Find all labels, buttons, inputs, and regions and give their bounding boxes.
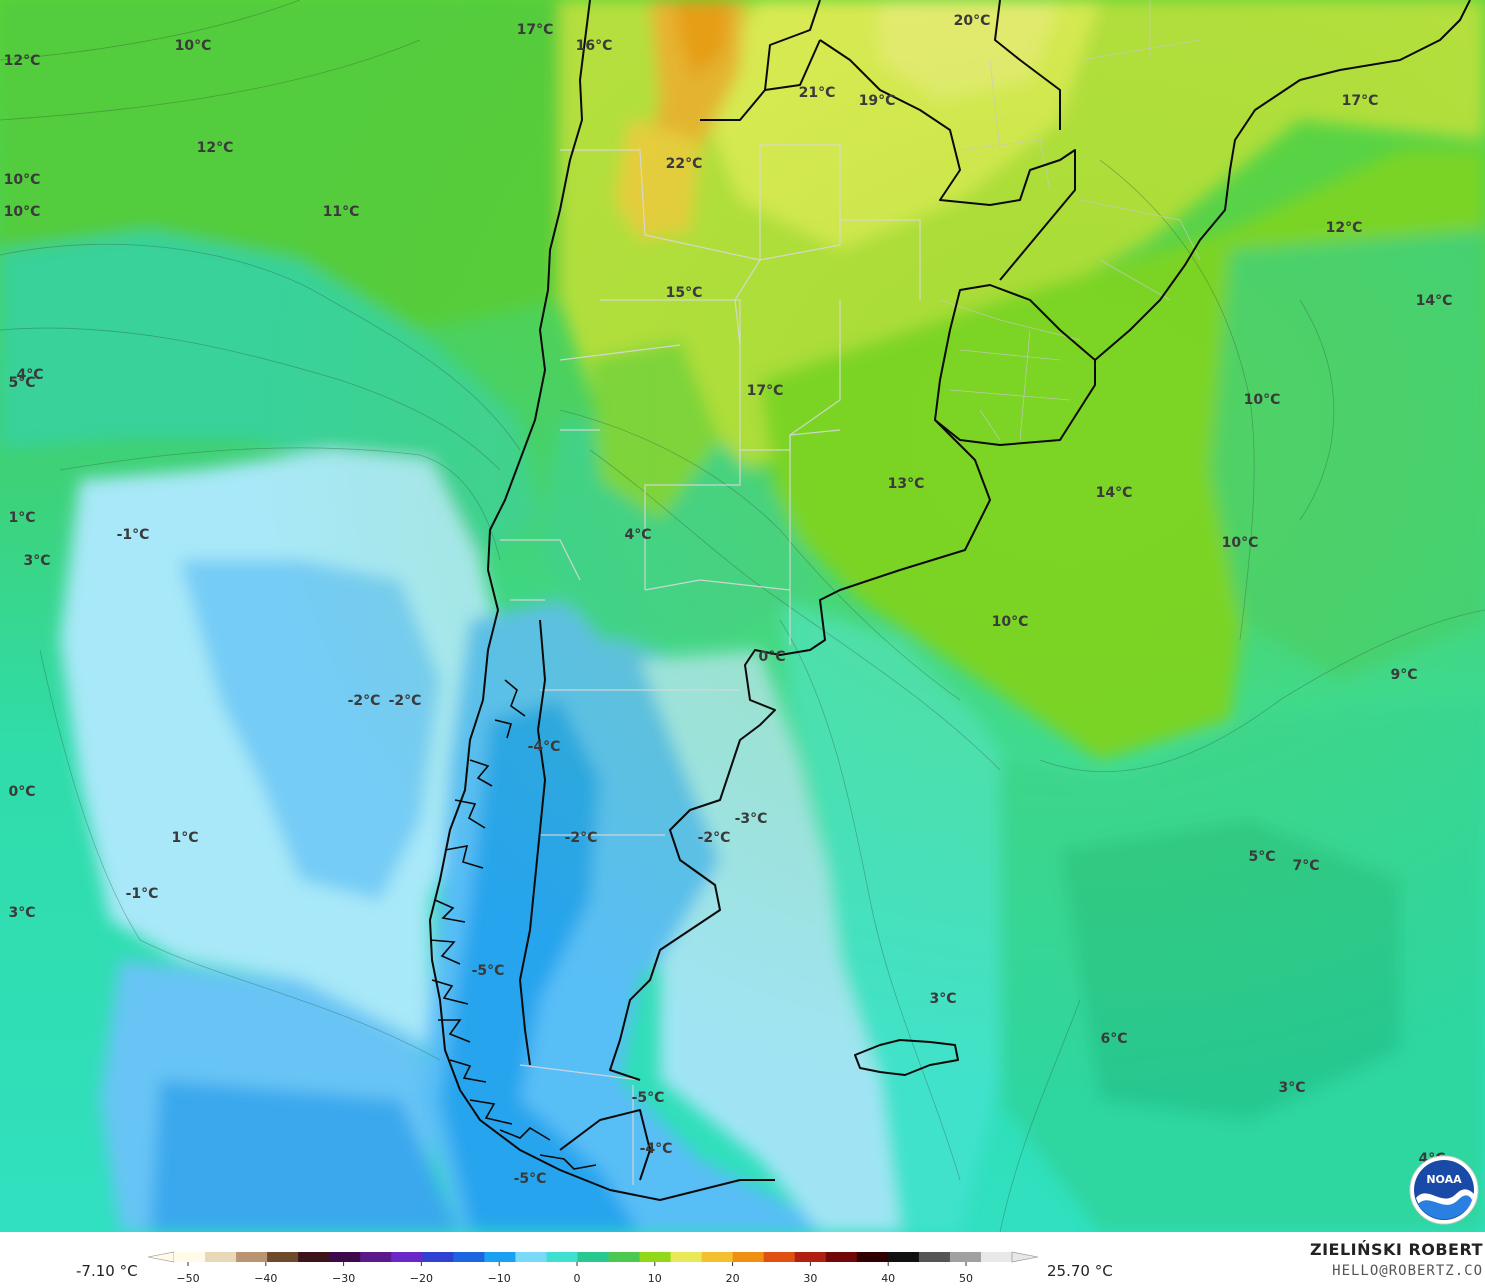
temperature-label: -5°C bbox=[472, 963, 505, 979]
temperature-label: 17°C bbox=[1342, 93, 1379, 109]
temperature-label: 19°C bbox=[859, 93, 896, 109]
color-scale-segment bbox=[577, 1252, 610, 1262]
temperature-label: 5°C bbox=[1248, 849, 1275, 865]
color-scale-segment bbox=[701, 1252, 734, 1262]
color-scale-tick-label: −10 bbox=[488, 1272, 511, 1285]
temperature-label: -4°C bbox=[528, 739, 561, 755]
temperature-label: 9°C bbox=[1390, 667, 1417, 683]
temperature-label: 0°C bbox=[758, 649, 785, 665]
color-scale-tick-label: −40 bbox=[254, 1272, 277, 1285]
temperature-label: 21°C bbox=[799, 85, 836, 101]
color-scale-segment bbox=[949, 1252, 982, 1262]
temperature-label: 12°C bbox=[4, 53, 41, 69]
temperature-label: -2°C bbox=[698, 830, 731, 846]
temperature-label: 7°C bbox=[1292, 858, 1319, 874]
color-scale-segment bbox=[298, 1252, 330, 1262]
temperature-label: 11°C bbox=[323, 204, 360, 220]
temperature-label: 4°C bbox=[16, 367, 43, 383]
temperature-label: 3°C bbox=[8, 905, 35, 921]
color-scale-tick-label: −30 bbox=[332, 1272, 355, 1285]
color-scale-segment bbox=[453, 1252, 485, 1262]
color-scale-segment bbox=[794, 1252, 827, 1262]
color-scale-segment bbox=[205, 1252, 237, 1262]
color-scale-min-arrow bbox=[148, 1251, 175, 1263]
temperature-label: 1°C bbox=[171, 830, 198, 846]
temperature-label: 3°C bbox=[1278, 1080, 1305, 1096]
temperature-label: 17°C bbox=[747, 383, 784, 399]
color-scale-tick-label: 40 bbox=[881, 1272, 895, 1285]
temperature-labels: 17°C 16°C 20°C 10°C 12°C 21°C 19°C 17°C 12°C 22°C… bbox=[4, 13, 1453, 1187]
temperature-label: -1°C bbox=[126, 886, 159, 902]
temperature-label: 10°C bbox=[1222, 535, 1259, 551]
temperature-label: 20°C bbox=[954, 13, 991, 29]
color-scale-tick-label: 10 bbox=[648, 1272, 662, 1285]
color-scale-segment bbox=[267, 1252, 299, 1262]
color-scale-segment bbox=[360, 1252, 392, 1262]
temperature-label: 13°C bbox=[888, 476, 925, 492]
legend-footer: -7.10 °C −50 −40 −30 −20 −10 0 10 20 30 40 50 25.7… bbox=[0, 1232, 1485, 1287]
color-scale-segment bbox=[918, 1252, 951, 1262]
color-scale-segment bbox=[608, 1252, 641, 1262]
color-scale-segment bbox=[515, 1252, 547, 1262]
temperature-label: 10°C bbox=[4, 204, 41, 220]
temperature-label: 14°C bbox=[1096, 485, 1133, 501]
color-scale-segment bbox=[174, 1252, 206, 1262]
temperature-label: -5°C bbox=[632, 1090, 665, 1106]
temperature-label: 12°C bbox=[1326, 220, 1363, 236]
color-scale-segment bbox=[484, 1252, 516, 1262]
color-scale-segment bbox=[980, 1252, 1013, 1262]
temperature-label: 4°C bbox=[624, 527, 651, 543]
color-scale-segment bbox=[825, 1252, 858, 1262]
temperature-label: 10°C bbox=[4, 172, 41, 188]
color-scale-tick-label: −50 bbox=[176, 1272, 199, 1285]
temperature-label: 10°C bbox=[175, 38, 212, 54]
temperature-label: 1°C bbox=[8, 510, 35, 526]
color-scale-bar: −50 −40 −30 −20 −10 0 10 20 30 40 50 bbox=[148, 1251, 1039, 1285]
color-scale-segment bbox=[391, 1252, 423, 1262]
temperature-label: 5°C bbox=[8, 375, 35, 391]
temperature-label: -3°C bbox=[735, 811, 768, 827]
temperature-label: 0°C bbox=[8, 784, 35, 800]
temperature-label: -2°C bbox=[389, 693, 422, 709]
color-scale-segment bbox=[763, 1252, 796, 1262]
noaa-logo-text: NOAA bbox=[1426, 1173, 1462, 1186]
legend-max-value: 25.70 °C bbox=[1047, 1262, 1113, 1280]
color-scale-tick-label: −20 bbox=[410, 1272, 433, 1285]
legend-min-value: -7.10 °C bbox=[76, 1262, 138, 1280]
color-scale-segment bbox=[856, 1252, 889, 1262]
temperature-label: 16°C bbox=[576, 38, 613, 54]
temperature-label: 3°C bbox=[929, 991, 956, 1007]
temperature-label: 10°C bbox=[1244, 392, 1281, 408]
temperature-label: 3°C bbox=[23, 553, 50, 569]
color-scale-segment bbox=[732, 1252, 765, 1262]
temperature-label: -5°C bbox=[514, 1171, 547, 1187]
color-scale-segment bbox=[639, 1252, 672, 1262]
color-scale-segment bbox=[670, 1252, 703, 1262]
author-email: HELLO@ROBERTZ.CO bbox=[1332, 1263, 1483, 1279]
color-scale-segment bbox=[422, 1252, 454, 1262]
temperature-label: 10°C bbox=[992, 614, 1029, 630]
color-scale-tick-label: 50 bbox=[959, 1272, 973, 1285]
author-name: ZIELIŃSKI ROBERT bbox=[1309, 1240, 1483, 1259]
temperature-label: 17°C bbox=[517, 22, 554, 38]
temperature-label: 12°C bbox=[197, 140, 234, 156]
color-scale-segment bbox=[887, 1252, 920, 1262]
color-scale-segment bbox=[236, 1252, 268, 1262]
temperature-label: 22°C bbox=[666, 156, 703, 172]
color-scale-tick-label: 20 bbox=[726, 1272, 740, 1285]
temperature-label: -2°C bbox=[348, 693, 381, 709]
noaa-logo-icon: NOAA bbox=[1408, 1154, 1480, 1226]
color-scale-segment bbox=[329, 1252, 361, 1262]
color-scale-tick-label: 0 bbox=[574, 1272, 581, 1285]
temperature-label: 14°C bbox=[1416, 293, 1453, 309]
temperature-label: -2°C bbox=[565, 830, 598, 846]
color-scale-tick-label: 30 bbox=[803, 1272, 817, 1285]
color-scale-max-arrow bbox=[1011, 1251, 1039, 1263]
temperature-label: 6°C bbox=[1100, 1031, 1127, 1047]
color-scale-segment bbox=[546, 1252, 578, 1262]
temperature-label: -4°C bbox=[640, 1141, 673, 1157]
temperature-label: -1°C bbox=[117, 527, 150, 543]
temperature-label: 15°C bbox=[666, 285, 703, 301]
temperature-map: 17°C 16°C 20°C 10°C 12°C 21°C 19°C 17°C 12°C 22°C… bbox=[0, 0, 1485, 1232]
